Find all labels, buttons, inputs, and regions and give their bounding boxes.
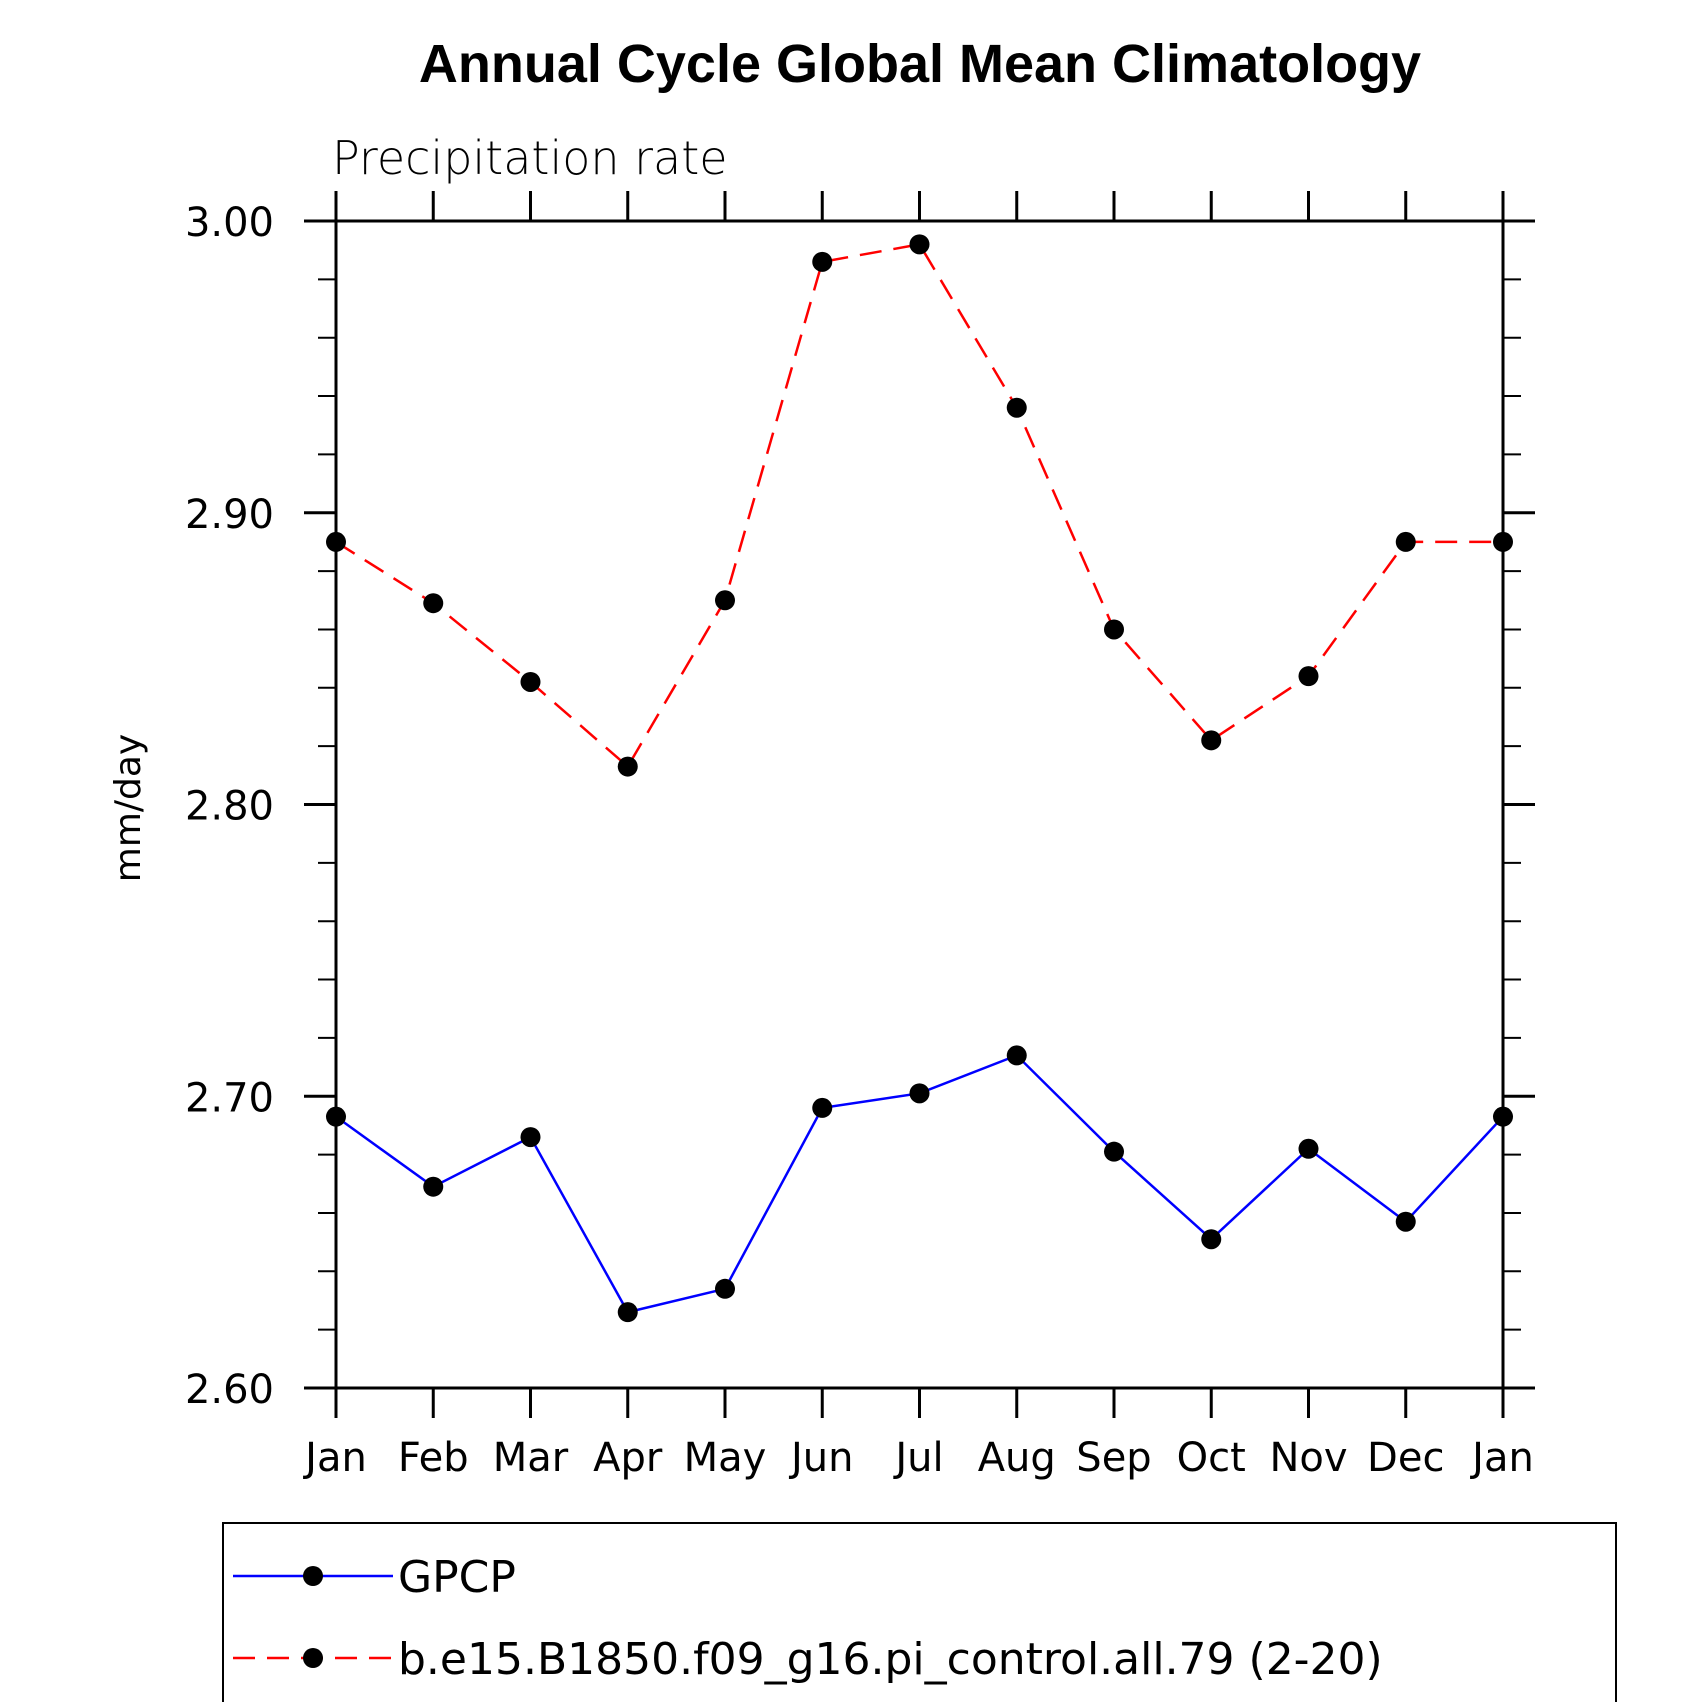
legend-marker	[303, 1648, 323, 1668]
y-tick-label: 3.00	[185, 200, 274, 246]
x-tick-label: Dec	[1367, 1435, 1444, 1481]
legend-label: GPCP	[398, 1552, 516, 1603]
x-tick-label: Mar	[493, 1435, 569, 1481]
series-layer	[326, 234, 1513, 1323]
x-tick-label: Feb	[398, 1435, 469, 1481]
x-tick-label: Jun	[788, 1435, 854, 1481]
data-point	[1104, 619, 1124, 640]
data-point	[1395, 531, 1416, 552]
data-point	[520, 671, 541, 692]
legend: GPCP b.e15.B1850.f09_g16.pi_control.all.7…	[233, 1552, 1383, 1685]
y-tick-label: 2.90	[185, 492, 274, 538]
data-point	[1298, 1138, 1319, 1159]
data-point	[812, 251, 833, 272]
data-point	[1104, 1141, 1124, 1162]
legend-marker	[303, 1566, 323, 1586]
y-tick-label: 2.60	[185, 1367, 274, 1413]
data-point	[715, 1278, 735, 1299]
legend-label: b.e15.B1850.f09_g16.pi_control.all.79 (2…	[398, 1634, 1383, 1685]
data-point	[1298, 666, 1319, 687]
data-point	[1493, 531, 1513, 552]
data-point	[1006, 1045, 1027, 1066]
data-point	[423, 593, 444, 614]
x-tick-label: Jan	[1469, 1435, 1534, 1481]
data-point	[423, 1176, 444, 1197]
data-point	[1395, 1211, 1416, 1232]
x-tick-label: Nov	[1269, 1435, 1347, 1481]
axis-ticks	[304, 191, 1535, 1418]
x-tick-label: Jan	[302, 1435, 367, 1481]
data-point	[715, 590, 735, 611]
y-tick-labels: 2.60 2.70 2.80 2.90 3.00	[185, 200, 274, 1413]
data-point	[326, 531, 346, 552]
x-tick-label: Oct	[1177, 1435, 1246, 1481]
chart-title: Annual Cycle Global Mean Climatology	[419, 34, 1421, 94]
series-line-1	[335, 242, 1503, 769]
x-tick-label: Aug	[978, 1435, 1056, 1481]
data-point	[1493, 1106, 1513, 1127]
data-point	[1201, 1229, 1222, 1250]
plot-frame	[334, 219, 1505, 1390]
data-point	[1201, 730, 1222, 751]
data-point	[520, 1127, 541, 1148]
data-point	[812, 1097, 833, 1118]
x-tick-label: Apr	[593, 1435, 663, 1481]
data-point	[617, 756, 638, 777]
x-tick-label: Sep	[1076, 1435, 1151, 1481]
y-tick-label: 2.80	[185, 784, 274, 830]
data-point	[909, 1083, 930, 1104]
legend-box	[222, 1522, 1617, 1702]
x-tick-labels: Jan Feb Mar Apr May Jun Jul Aug Sep Oct Nov Dec Jan	[302, 1435, 1534, 1481]
data-point	[1006, 397, 1027, 418]
data-point	[617, 1302, 638, 1323]
y-axis-label: mm/day	[108, 734, 149, 882]
data-point	[909, 234, 930, 255]
chart-subtitle: Precipitation rate	[332, 131, 728, 185]
x-tick-label: May	[684, 1435, 767, 1481]
y-tick-label: 2.70	[185, 1075, 274, 1121]
data-point	[326, 1106, 346, 1127]
x-tick-label: Jul	[892, 1435, 943, 1481]
